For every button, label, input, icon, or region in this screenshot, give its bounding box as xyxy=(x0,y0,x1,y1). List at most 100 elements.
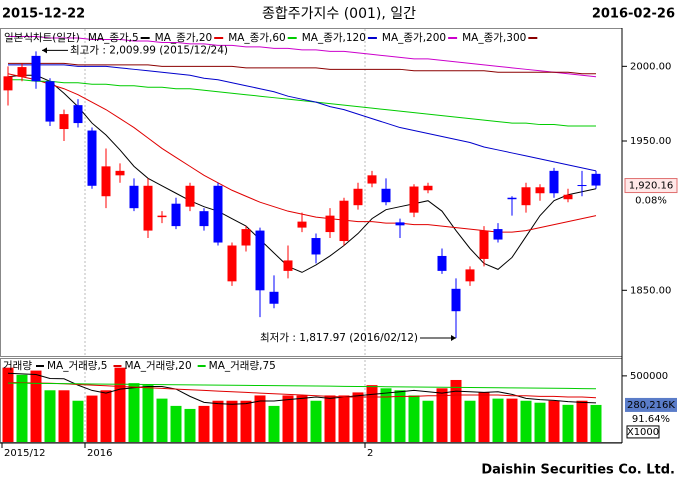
legend-entry: MA_종가,300 xyxy=(462,32,526,44)
volume-bar xyxy=(506,398,518,442)
candle-body xyxy=(199,211,209,227)
moving-average-line xyxy=(8,79,596,127)
candle-body xyxy=(269,291,279,304)
volume-bar xyxy=(226,400,238,442)
volume-average-line xyxy=(7,372,597,405)
volume-average-line xyxy=(7,382,597,390)
volume-bar xyxy=(142,385,154,442)
candle-body xyxy=(59,114,69,130)
candle-body xyxy=(563,194,573,200)
volume-bar xyxy=(548,400,560,442)
candle-body xyxy=(493,229,503,240)
moving-average-line xyxy=(8,62,596,75)
candle-body xyxy=(437,255,447,271)
volume-bar xyxy=(590,404,602,442)
x-tick-label: 2 xyxy=(367,448,373,459)
y-tick-label: 1950.00 xyxy=(630,136,671,147)
candle-body xyxy=(311,238,321,255)
volume-bar xyxy=(58,390,70,442)
last-value-label: 280,216K xyxy=(627,400,675,411)
legend-entry: MA_종가,5 xyxy=(88,32,139,44)
candle-body xyxy=(577,185,587,187)
volume-bar xyxy=(394,390,406,442)
volume-bar xyxy=(380,388,392,442)
candle-body xyxy=(409,186,419,213)
volume-bar xyxy=(2,367,14,442)
volume-bar xyxy=(114,367,126,442)
candle-body xyxy=(465,269,475,282)
legend-entry: MA_거래량,75 xyxy=(209,360,276,372)
candle-body xyxy=(87,130,97,186)
volume-bar xyxy=(282,395,294,442)
candle-body xyxy=(227,245,237,282)
candle-body xyxy=(507,197,517,200)
low-annotation: 최저가 : 1,817.97 (2016/02/12) xyxy=(260,332,418,344)
legend-entry: MA_종가,60 xyxy=(228,32,286,44)
volume-bar xyxy=(478,392,490,442)
volume-bar xyxy=(296,395,308,442)
candle-body xyxy=(129,185,139,209)
volume-bar xyxy=(338,395,350,442)
volume-bar xyxy=(198,405,210,442)
volume-bar xyxy=(450,379,462,442)
y-tick-label: 2000.00 xyxy=(630,61,671,72)
last-price-label: 1,920.16 xyxy=(629,181,674,192)
candle-body xyxy=(241,229,251,246)
candle-body xyxy=(255,230,265,291)
volume-bar xyxy=(86,395,98,442)
volume-bar xyxy=(310,400,322,442)
candle-body xyxy=(171,203,181,227)
annotation-arrowhead xyxy=(42,47,47,54)
volume-bar xyxy=(562,404,574,442)
volume-average-line xyxy=(7,381,597,399)
legend-entry: MA_종가,200 xyxy=(382,32,446,44)
candle-body xyxy=(3,76,13,91)
candle-body xyxy=(367,175,377,184)
candle-body xyxy=(535,187,545,194)
volume-bar xyxy=(16,374,28,442)
volume-bar xyxy=(520,400,532,442)
candle-body xyxy=(283,260,293,271)
volume-bar xyxy=(464,400,476,442)
legend-title: 일본식차트(일간) xyxy=(4,31,80,44)
candle-body xyxy=(143,185,153,231)
legend-title: 거래량 xyxy=(3,360,32,372)
legend-entry: MA_거래량,5 xyxy=(47,360,108,372)
footer: Daishin Securities Co. Ltd. xyxy=(481,463,675,478)
volume-bar xyxy=(576,400,588,442)
candle-body xyxy=(325,215,335,233)
legend-entry: MA_종가,20 xyxy=(155,32,213,44)
candle-body xyxy=(185,185,195,207)
candle-body xyxy=(73,105,83,124)
candle-body xyxy=(115,170,125,176)
x-tick-label: 2016 xyxy=(87,448,112,459)
candle-body xyxy=(31,55,41,82)
volume-bar xyxy=(366,385,378,442)
moving-average-line xyxy=(7,74,597,273)
candle-body xyxy=(297,221,307,228)
candle-body xyxy=(45,81,55,122)
x-tick-label: 2015/12 xyxy=(4,448,46,459)
volume-bar xyxy=(184,408,196,442)
last-price-box xyxy=(624,178,678,194)
candle-body xyxy=(451,288,461,312)
candle-body xyxy=(395,222,405,226)
end-date: 2016-02-26 xyxy=(592,7,675,22)
volume-bar xyxy=(128,383,140,442)
volume-bar xyxy=(492,398,504,442)
volume-bar xyxy=(170,405,182,442)
volume-bar xyxy=(352,392,364,442)
candle-body xyxy=(213,185,223,243)
candle-body xyxy=(157,215,167,218)
chart-title: 종합주가지수 (001), 일간 xyxy=(262,6,416,22)
candle-body xyxy=(423,185,433,191)
start-date: 2015-12-22 xyxy=(2,7,85,22)
volume-bar xyxy=(100,390,112,442)
candle-body xyxy=(549,170,559,194)
last-value-box xyxy=(625,397,677,412)
high-annotation: 최고가 : 2,009.99 (2015/12/24) xyxy=(70,44,228,56)
volume-bar xyxy=(156,398,168,442)
volume-bar xyxy=(408,395,420,442)
legend-entry: MA_거래량,20 xyxy=(124,360,191,372)
